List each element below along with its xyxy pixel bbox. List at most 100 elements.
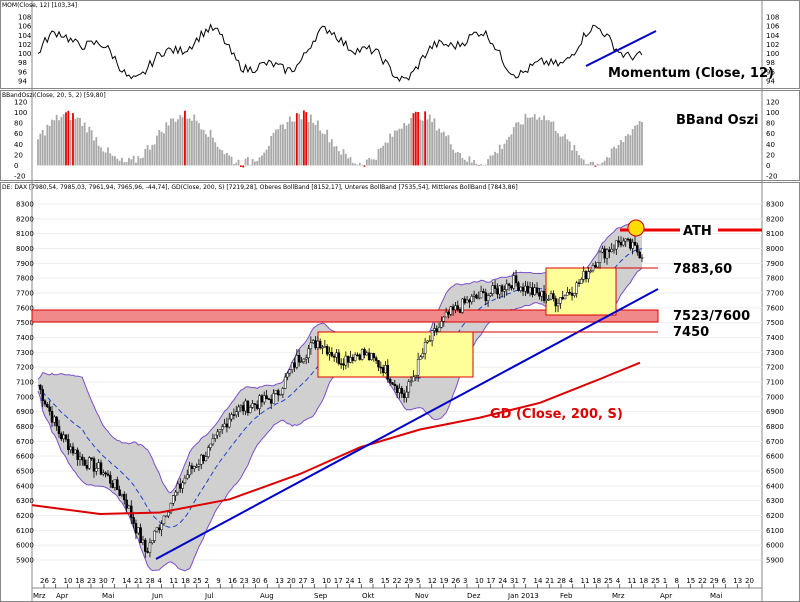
candle-body (468, 299, 471, 303)
candle-body (433, 328, 436, 331)
bbo-bar (193, 114, 196, 166)
candle-body (472, 294, 476, 297)
bbo-bar (393, 130, 396, 166)
candle-body (342, 363, 345, 366)
bbo-bar (316, 120, 319, 166)
candle-body (423, 342, 427, 354)
candle-body (584, 271, 588, 280)
x-day-label: 17 (487, 577, 496, 585)
x-day-label: 23 (87, 577, 96, 585)
x-month-label: Dez (467, 592, 481, 600)
ath-label: ATH (683, 224, 712, 239)
candle-body (552, 293, 555, 299)
price-tick-label: 7800 (766, 275, 784, 283)
candle-body (83, 459, 86, 466)
bbo-bar (629, 135, 632, 166)
bbo-bar (79, 117, 81, 166)
candle-body (293, 362, 296, 368)
candle-body (309, 342, 313, 350)
bbo-bar (67, 110, 70, 166)
bbo-bar (130, 159, 133, 166)
candle-body (162, 515, 166, 525)
price-tick-label: 7600 (16, 304, 34, 312)
bbo-bar (610, 148, 613, 166)
candle-body (428, 340, 432, 342)
bbo-bar (617, 144, 620, 166)
price-tick-label: 6800 (16, 423, 34, 431)
bbo-bar (74, 118, 77, 166)
bbo-bar (93, 140, 95, 166)
bbo-bar (508, 136, 510, 166)
candle-body (183, 477, 187, 484)
bbo-tick-label: 40 (14, 141, 23, 149)
candle-body (493, 285, 497, 289)
bbo-bar (198, 123, 200, 166)
candle-body (570, 292, 574, 296)
candle-body (577, 282, 581, 285)
x-day-label: 20 (745, 577, 754, 585)
bbo-bar (209, 129, 212, 166)
bbo-bar (372, 159, 375, 166)
bbo-bar (470, 162, 473, 166)
bbo-bar (172, 118, 175, 166)
candle-body (160, 523, 163, 531)
bbo-bar (580, 158, 583, 166)
x-month-label: Feb (560, 592, 573, 600)
candle-body (283, 376, 287, 389)
candle-body (153, 530, 156, 541)
price-header: DE: DAX [7980,54, 7985,03, 7961,94, 7965… (2, 184, 518, 191)
candle-body (377, 360, 380, 368)
candle-body (379, 366, 383, 369)
bbo-bar (354, 163, 357, 166)
candle-body (190, 465, 194, 469)
momentum-trendline (585, 30, 657, 67)
x-day-label: 18 (592, 577, 601, 585)
candle-body (53, 416, 56, 423)
candle-body (575, 282, 578, 294)
bbo-bar (587, 163, 590, 166)
momentum-tick-label: 98 (766, 59, 775, 67)
bbo-bar (239, 165, 242, 168)
candle-body (258, 395, 261, 409)
candle-body (237, 406, 240, 412)
sma200-label: GD (Close, 200, S) (490, 407, 623, 422)
candle-body (244, 400, 247, 412)
x-day-label: 25 (604, 577, 613, 585)
price-tick-label: 5900 (766, 557, 784, 565)
candle-body (486, 295, 490, 302)
bbo-bar (232, 164, 235, 166)
x-month-label: Mai (102, 592, 114, 600)
bbo-bar (459, 152, 462, 166)
bbo-bar (363, 165, 366, 167)
momentum-tick-label: 98 (18, 59, 27, 67)
bbo-bar (501, 148, 503, 166)
candle-body (179, 483, 182, 489)
candle-body (360, 349, 364, 360)
bbo-bar (181, 117, 184, 166)
bbo-bar (137, 156, 140, 166)
bbo-bar (132, 155, 135, 166)
price-tick-label: 6600 (16, 453, 34, 461)
x-day-label: 6 (722, 577, 727, 585)
bbo-bar (440, 132, 443, 166)
candle-body (125, 499, 128, 509)
x-day-label: 28 (557, 577, 566, 585)
momentum-tick-label: 106 (766, 23, 780, 31)
resistance-zone-7523-7600 (31, 309, 659, 323)
bbo-bar (163, 133, 165, 166)
bbo-bar (174, 121, 177, 166)
candle-body (563, 295, 567, 300)
bbo-bar (557, 133, 559, 166)
candle-body (262, 395, 266, 403)
bbo-bar (188, 118, 191, 166)
candle-body (225, 423, 229, 428)
price-tick-label: 6800 (766, 423, 784, 431)
x-day-label: 4 (569, 577, 574, 585)
bbo-bar (519, 124, 522, 166)
bbo-bar (223, 154, 226, 166)
momentum-tick-label: 100 (766, 50, 779, 58)
bbo-bar (417, 111, 420, 166)
candle-body (127, 505, 131, 509)
x-day-label: 27 (299, 577, 308, 585)
candle-body (463, 298, 467, 304)
